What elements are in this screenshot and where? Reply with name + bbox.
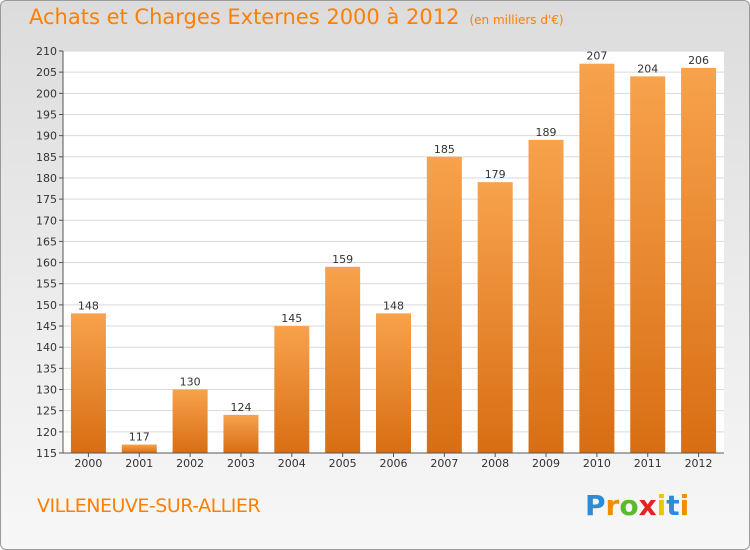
logo-letter: o — [619, 489, 639, 522]
y-tick-label: 145 — [36, 320, 57, 333]
x-tick-label: 2004 — [278, 457, 306, 470]
bar-2005[interactable] — [325, 266, 361, 453]
bar-2004[interactable] — [274, 326, 310, 453]
x-tick-label: 2003 — [227, 457, 255, 470]
y-tick-label: 195 — [36, 108, 57, 121]
value-label: 204 — [637, 62, 658, 75]
x-tick-label: 2011 — [634, 457, 662, 470]
commune-name: VILLENEUVE-SUR-ALLIER — [37, 495, 261, 517]
axes — [62, 51, 724, 454]
bar-2009[interactable] — [528, 139, 564, 453]
y-tick-label: 180 — [36, 172, 57, 185]
value-label: 206 — [688, 54, 709, 67]
x-tick-label: 2010 — [583, 457, 611, 470]
x-tick-label: 2006 — [380, 457, 408, 470]
bar-2002[interactable] — [172, 389, 208, 453]
y-tick-label: 155 — [36, 278, 57, 291]
x-tick-label: 2001 — [125, 457, 153, 470]
bar-2006[interactable] — [376, 313, 411, 453]
bar-2001[interactable] — [121, 444, 157, 453]
bar-2003[interactable] — [223, 414, 259, 453]
bar-2010[interactable] — [579, 63, 615, 454]
logo-letter: i — [679, 489, 690, 522]
y-tick-label: 185 — [36, 151, 57, 164]
x-tick-label: 2000 — [74, 457, 102, 470]
logo-letter: P — [585, 489, 606, 522]
bar-2008[interactable] — [477, 182, 513, 453]
logo-letter: i — [656, 489, 667, 522]
logo-letter: r — [605, 489, 620, 522]
y-tick-label: 170 — [36, 214, 57, 227]
title-unit: (en milliers d'€) — [469, 13, 564, 27]
value-label: 189 — [536, 126, 557, 139]
x-tick-label: 2009 — [532, 457, 560, 470]
proxiti-logo[interactable]: Proxiti — [585, 489, 689, 522]
y-tick-label: 120 — [36, 426, 57, 439]
x-tick-label: 2005 — [329, 457, 357, 470]
value-label: 117 — [129, 431, 150, 444]
x-tick-label: 2002 — [176, 457, 204, 470]
bars — [70, 63, 717, 454]
y-tick-label: 210 — [36, 45, 57, 58]
logo-letter: t — [666, 489, 680, 522]
y-tick-label: 150 — [36, 299, 57, 312]
y-tick-label: 190 — [36, 130, 57, 143]
bar-2007[interactable] — [426, 156, 462, 453]
bar-2012[interactable] — [681, 67, 717, 453]
y-tick-label: 140 — [36, 341, 57, 354]
y-tick-label: 130 — [36, 384, 57, 397]
x-tick-label: 2012 — [685, 457, 713, 470]
x-tick-labels: 2000 2001 2002 2003 2004 2005 2006 2007 2008 2009… — [74, 457, 712, 470]
bar-2011[interactable] — [630, 76, 666, 454]
value-label: 130 — [180, 376, 201, 389]
y-tick-label: 135 — [36, 362, 57, 375]
bar-2000[interactable] — [70, 313, 106, 453]
value-label: 145 — [281, 312, 302, 325]
chart-title: Achats et Charges Externes 2000 à 2012 (e… — [29, 5, 564, 29]
y-tick-label: 200 — [36, 87, 57, 100]
y-tick-labels: 115 120 125 130 135 140 145 150 155 160 165 170 175 1… — [36, 45, 57, 460]
x-tick-label: 2008 — [481, 457, 509, 470]
y-tick-label: 125 — [36, 405, 57, 418]
y-tick-label: 115 — [36, 447, 57, 460]
value-label: 207 — [586, 50, 607, 63]
y-tick-label: 165 — [36, 235, 57, 248]
title-main: Achats et Charges Externes 2000 à 2012 — [29, 5, 460, 29]
y-tick-label: 160 — [36, 257, 57, 270]
value-label: 185 — [434, 143, 455, 156]
y-tick-label: 175 — [36, 193, 57, 206]
value-label: 159 — [332, 253, 353, 266]
value-label: 148 — [78, 299, 99, 312]
value-label: 124 — [230, 401, 251, 414]
value-label: 179 — [485, 168, 506, 181]
logo-letter: x — [638, 489, 657, 522]
y-tick-label: 205 — [36, 66, 57, 79]
value-label: 148 — [383, 299, 404, 312]
x-tick-label: 2007 — [430, 457, 458, 470]
value-labels: 148 117 130 124 145 159 148 185 179 189 207 204 206 — [78, 50, 709, 444]
